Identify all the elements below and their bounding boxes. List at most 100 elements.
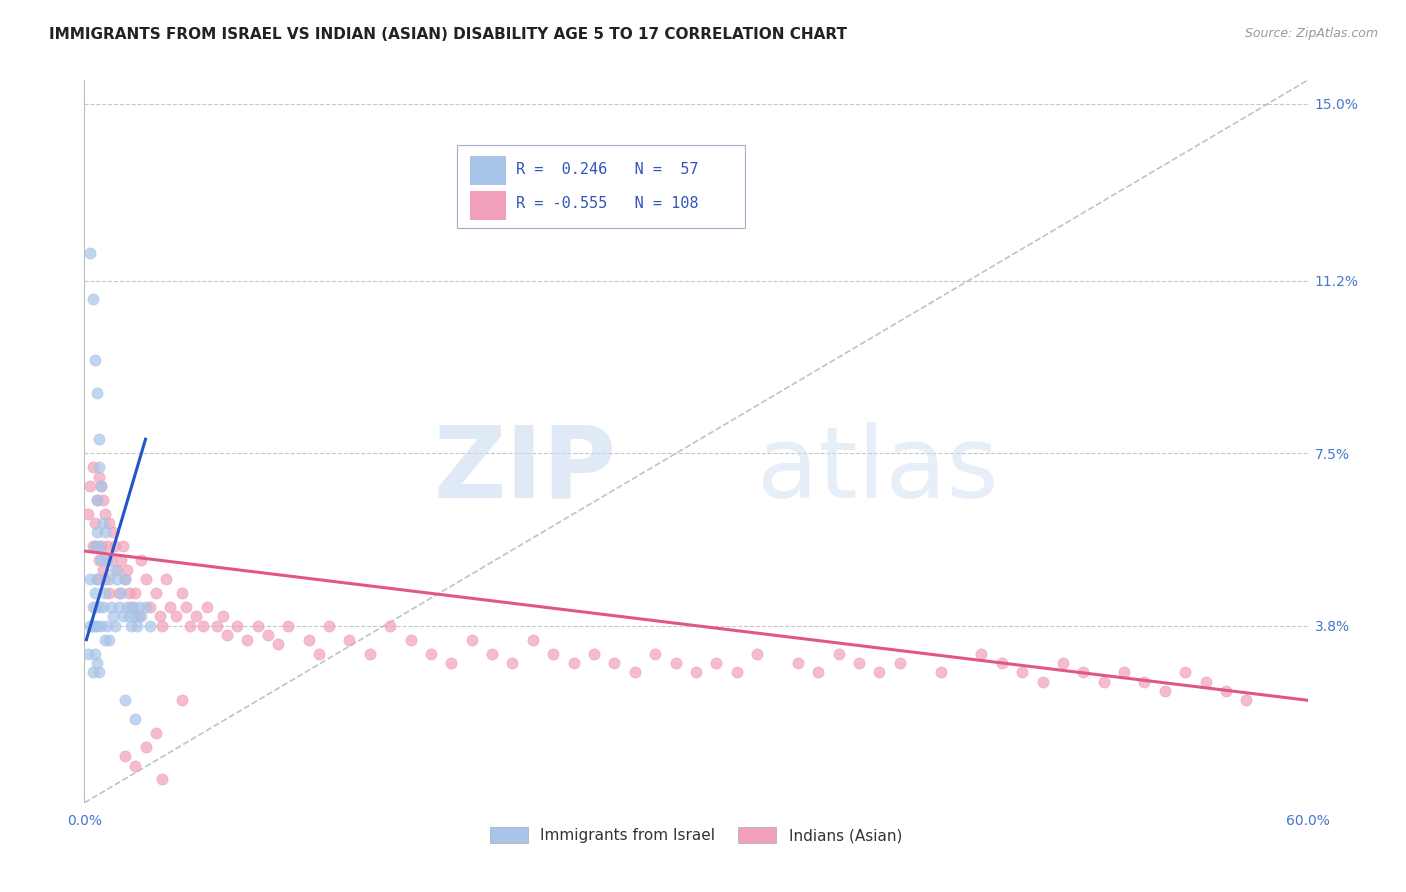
Point bbox=[115, 563, 138, 577]
Point bbox=[135, 572, 157, 586]
Point bbox=[191, 618, 214, 632]
Point bbox=[562, 656, 585, 670]
Point bbox=[82, 293, 104, 307]
Point bbox=[91, 516, 114, 530]
Point bbox=[145, 726, 167, 740]
Point bbox=[150, 772, 173, 787]
Point bbox=[118, 586, 141, 600]
Point bbox=[131, 609, 153, 624]
Point bbox=[83, 516, 105, 530]
Text: R = -0.555   N = 108: R = -0.555 N = 108 bbox=[516, 196, 699, 211]
Point bbox=[79, 618, 101, 632]
Point bbox=[725, 665, 748, 680]
Point bbox=[97, 586, 120, 600]
Point bbox=[149, 609, 172, 624]
Point bbox=[93, 572, 115, 586]
FancyBboxPatch shape bbox=[470, 191, 506, 219]
Point bbox=[380, 618, 402, 632]
Point bbox=[108, 586, 131, 600]
Point bbox=[195, 600, 218, 615]
Point bbox=[685, 665, 707, 680]
Point bbox=[100, 553, 122, 567]
Point bbox=[87, 540, 110, 554]
Point bbox=[112, 540, 135, 554]
Point bbox=[86, 492, 108, 507]
Point bbox=[87, 553, 110, 567]
Point bbox=[108, 600, 131, 615]
Point bbox=[970, 647, 993, 661]
Point bbox=[87, 432, 110, 446]
Point bbox=[86, 525, 108, 540]
Point bbox=[91, 600, 114, 615]
Point bbox=[807, 665, 830, 680]
Point bbox=[124, 712, 146, 726]
Point bbox=[97, 572, 120, 586]
Point bbox=[79, 479, 101, 493]
Point bbox=[624, 665, 647, 680]
Point bbox=[105, 572, 128, 586]
Point bbox=[90, 479, 112, 493]
Point bbox=[124, 758, 146, 772]
Point bbox=[339, 632, 361, 647]
Point bbox=[165, 609, 187, 624]
Point bbox=[787, 656, 810, 670]
Point bbox=[1052, 656, 1074, 670]
Point bbox=[1073, 665, 1095, 680]
Text: R =  0.246   N =  57: R = 0.246 N = 57 bbox=[516, 161, 699, 177]
Point bbox=[77, 507, 100, 521]
Point bbox=[93, 507, 115, 521]
Text: Source: ZipAtlas.com: Source: ZipAtlas.com bbox=[1244, 27, 1378, 40]
Point bbox=[83, 647, 105, 661]
Point bbox=[257, 628, 280, 642]
Point bbox=[86, 656, 108, 670]
Point bbox=[359, 647, 381, 661]
Point bbox=[706, 656, 728, 670]
Point bbox=[91, 492, 114, 507]
Point bbox=[87, 460, 110, 475]
Point bbox=[114, 749, 136, 764]
Point bbox=[1011, 665, 1033, 680]
Point bbox=[101, 609, 124, 624]
Point bbox=[112, 609, 135, 624]
Point bbox=[889, 656, 911, 670]
Point bbox=[318, 618, 340, 632]
Point bbox=[83, 586, 105, 600]
Point bbox=[869, 665, 891, 680]
Point bbox=[1236, 693, 1258, 707]
Point bbox=[644, 647, 666, 661]
Point bbox=[82, 540, 104, 554]
Point bbox=[83, 618, 105, 632]
Point bbox=[502, 656, 524, 670]
Point bbox=[159, 600, 181, 615]
Point bbox=[100, 600, 122, 615]
Point bbox=[97, 632, 120, 647]
Point bbox=[91, 563, 114, 577]
Point bbox=[145, 586, 167, 600]
Point bbox=[97, 516, 120, 530]
Point bbox=[110, 586, 132, 600]
Point bbox=[90, 553, 112, 567]
Point bbox=[122, 600, 145, 615]
Point bbox=[77, 647, 100, 661]
Point bbox=[150, 618, 173, 632]
Point bbox=[128, 609, 150, 624]
Point bbox=[246, 618, 269, 632]
Point bbox=[96, 553, 118, 567]
Point bbox=[991, 656, 1014, 670]
Point bbox=[79, 572, 101, 586]
Point bbox=[104, 563, 127, 577]
Point bbox=[83, 540, 105, 554]
Point bbox=[1092, 674, 1115, 689]
Point bbox=[120, 618, 142, 632]
Point bbox=[1195, 674, 1218, 689]
Point bbox=[105, 563, 128, 577]
Point bbox=[93, 632, 115, 647]
Point bbox=[127, 618, 149, 632]
Point bbox=[420, 647, 443, 661]
Point bbox=[747, 647, 769, 661]
Point bbox=[1215, 684, 1237, 698]
Point bbox=[308, 647, 330, 661]
Point bbox=[1114, 665, 1136, 680]
Point bbox=[93, 525, 115, 540]
FancyBboxPatch shape bbox=[457, 145, 745, 228]
